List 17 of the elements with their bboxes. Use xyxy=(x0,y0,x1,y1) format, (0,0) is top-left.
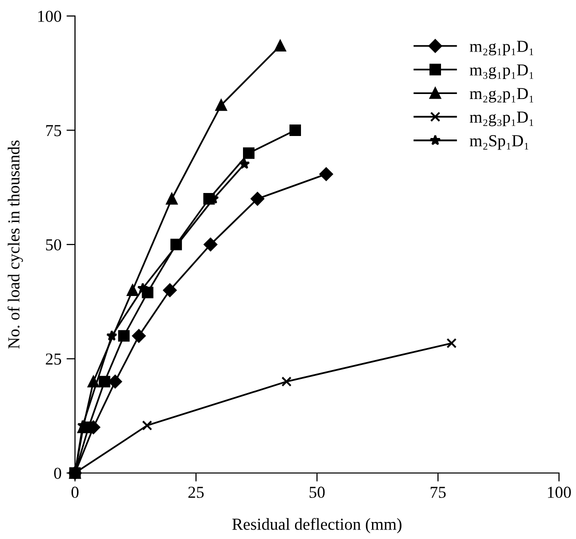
x-tick-label: 0 xyxy=(71,486,79,498)
x-tick-label: 50 xyxy=(310,486,325,498)
x-tick-label: 25 xyxy=(188,486,204,498)
y-tick-label: 100 xyxy=(38,10,62,22)
legend-label: m₂Sp₁D₁ xyxy=(470,135,528,150)
y-tick-label: 0 xyxy=(54,468,62,479)
y-tick-label: 50 xyxy=(46,239,62,250)
x-tick-label: 100 xyxy=(548,486,571,498)
y-tick-label: 75 xyxy=(46,125,62,136)
legend-label: m₂g₁p₁D₁ xyxy=(470,40,534,56)
x-tick-label: 75 xyxy=(430,486,446,498)
y-axis-title: No. of load cycles in thousands xyxy=(8,140,23,349)
legend-label: m₂g₃p₁D₁ xyxy=(470,112,534,126)
x-axis-title: Residual deflection (mm) xyxy=(232,518,402,534)
y-tick-label: 25 xyxy=(46,353,62,365)
legend-label: m₃g₁p₁D₁ xyxy=(470,64,534,79)
legend-label: m₂g₂p₁D₁ xyxy=(470,88,534,103)
